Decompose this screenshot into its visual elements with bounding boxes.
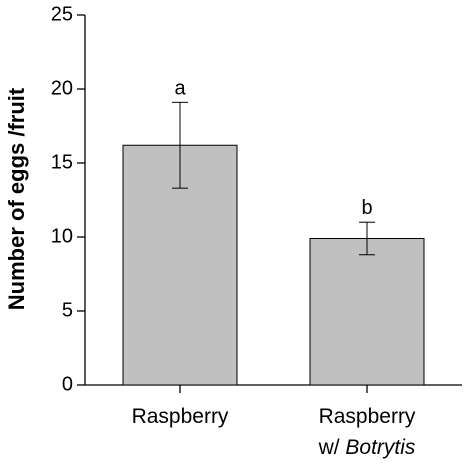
significance-label: a	[174, 77, 186, 99]
y-tick-label: 0	[62, 373, 73, 395]
plot-area: 0 5 10 15 20 25 a b Raspberry Raspberry w/ Botryti…	[51, 3, 462, 459]
x-tick-label: Raspberry	[319, 405, 416, 428]
y-tick-label: 25	[51, 3, 73, 25]
y-tick-label: 5	[62, 299, 73, 321]
x-tick-label-line2: w/ Botrytis	[318, 436, 416, 459]
y-tick-label: 10	[51, 225, 73, 247]
x-tick-label: Raspberry	[132, 405, 229, 428]
y-tick-label: 20	[51, 77, 73, 99]
y-tick-label: 15	[51, 151, 73, 173]
significance-label: b	[361, 197, 372, 219]
bar	[309, 237, 425, 386]
y-axis-label: Number of eggs /fruit	[4, 87, 29, 310]
